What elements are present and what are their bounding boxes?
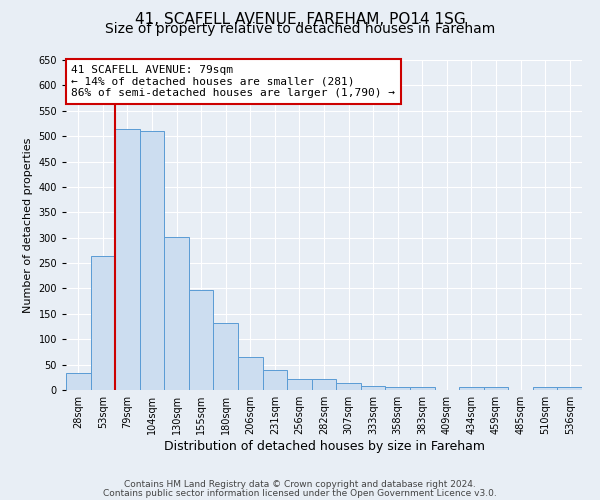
Bar [66, 373, 91, 390]
Bar [459, 388, 484, 390]
Bar [336, 384, 361, 390]
Bar [287, 379, 312, 390]
Bar [189, 290, 214, 390]
Bar [312, 379, 336, 390]
Bar [533, 388, 557, 390]
Bar [557, 388, 582, 390]
Bar [164, 236, 189, 390]
Y-axis label: Number of detached properties: Number of detached properties [23, 138, 33, 312]
Bar [361, 386, 385, 390]
Text: Size of property relative to detached houses in Fareham: Size of property relative to detached ho… [105, 22, 495, 36]
Text: 41, SCAFELL AVENUE, FAREHAM, PO14 1SG: 41, SCAFELL AVENUE, FAREHAM, PO14 1SG [134, 12, 466, 28]
Bar [410, 388, 434, 390]
Bar [214, 324, 238, 390]
X-axis label: Distribution of detached houses by size in Fareham: Distribution of detached houses by size … [163, 440, 485, 453]
Bar [385, 388, 410, 390]
Bar [91, 256, 115, 390]
Bar [115, 128, 140, 390]
Text: Contains HM Land Registry data © Crown copyright and database right 2024.: Contains HM Land Registry data © Crown c… [124, 480, 476, 489]
Bar [484, 388, 508, 390]
Bar [140, 131, 164, 390]
Text: Contains public sector information licensed under the Open Government Licence v3: Contains public sector information licen… [103, 488, 497, 498]
Bar [263, 370, 287, 390]
Text: 41 SCAFELL AVENUE: 79sqm
← 14% of detached houses are smaller (281)
86% of semi-: 41 SCAFELL AVENUE: 79sqm ← 14% of detach… [71, 65, 395, 98]
Bar [238, 357, 263, 390]
